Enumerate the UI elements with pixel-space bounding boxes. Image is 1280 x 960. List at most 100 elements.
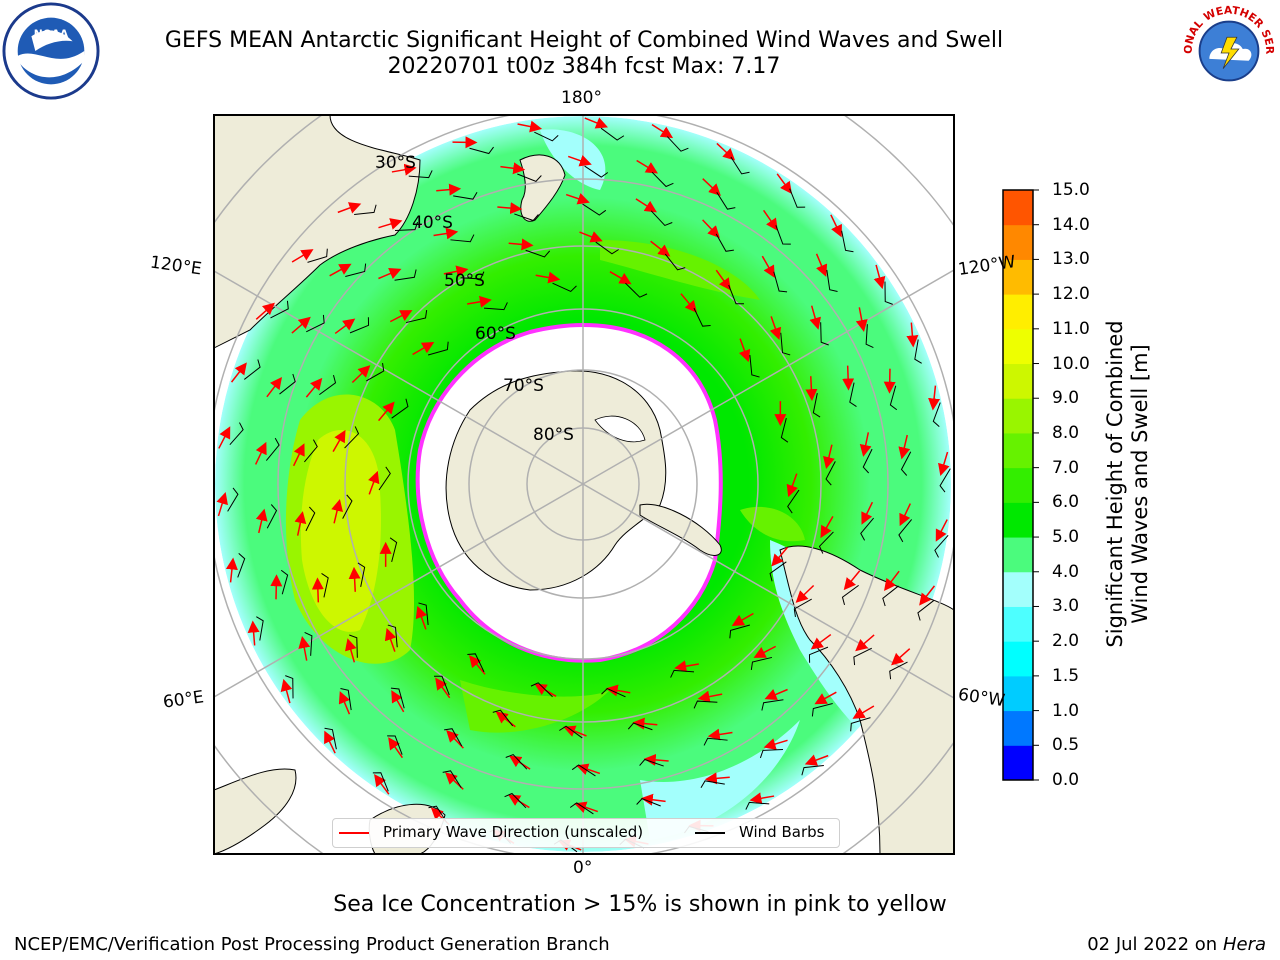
wave-direction-arrow <box>938 451 950 476</box>
wave-direction-arrow <box>771 546 788 567</box>
wave-direction-arrow <box>814 691 837 705</box>
wave-direction-arrow <box>762 209 778 231</box>
wind-barb <box>700 780 725 788</box>
new-zealand-landmass <box>519 154 566 222</box>
footer-right: 02 Jul 2022 on Hera <box>1087 934 1266 955</box>
wind-barb <box>865 324 874 348</box>
wind-barb <box>349 634 358 658</box>
colorbar-segment <box>1003 190 1033 226</box>
wave-direction-arrow <box>761 255 775 278</box>
wave-direction-arrow <box>898 434 911 460</box>
wave-direction-arrow <box>495 711 516 728</box>
colorbar-label: Significant Height of Combined Wind Wave… <box>1103 320 1153 647</box>
wave-direction-arrow <box>567 155 592 167</box>
wave-direction-arrow <box>609 271 632 285</box>
colorbar-tick-label: 0.5 <box>1052 735 1080 756</box>
wind-barb <box>627 722 653 731</box>
wave-direction-arrow <box>469 655 486 675</box>
wave-direction-arrow <box>891 648 911 666</box>
wind-barb <box>860 517 875 541</box>
wave-direction-arrow <box>378 267 402 280</box>
wind-barb <box>340 688 352 711</box>
wind-barb <box>305 506 316 532</box>
wind-barb <box>787 489 800 514</box>
wind-barb <box>625 282 648 298</box>
wind-barb <box>780 332 791 356</box>
wave-direction-arrow <box>859 432 872 457</box>
wave-direction-arrow <box>324 730 336 754</box>
label-70s: 70°S <box>503 376 544 396</box>
wind-barb <box>418 602 429 626</box>
wave-direction-arrow <box>535 271 561 284</box>
wind-barb <box>525 249 551 258</box>
wind-barb <box>306 314 325 333</box>
colorbar-segment <box>1003 398 1033 434</box>
wave-direction-arrow <box>776 173 792 195</box>
wind-barb <box>307 248 328 263</box>
wind-barb <box>889 661 908 680</box>
wave-direction-arrow <box>435 677 451 699</box>
wind-barb <box>256 616 264 641</box>
wave-direction-arrow <box>899 503 912 527</box>
wave-direction-arrow <box>254 441 267 465</box>
wind-barb <box>889 385 898 411</box>
wind-barb <box>280 569 289 595</box>
wave-direction-arrow <box>605 684 631 697</box>
label-40s: 40°S <box>412 213 453 233</box>
wind-barb <box>730 156 750 175</box>
wind-barb <box>693 700 718 709</box>
wind-barb <box>703 737 728 746</box>
wind-barb <box>584 165 609 178</box>
wind-barb <box>492 709 514 727</box>
wave-direction-arrow <box>935 519 948 542</box>
wind-barb <box>303 439 318 463</box>
wind-barb <box>917 600 935 621</box>
wind-barb <box>444 728 463 747</box>
footer-host: Hera <box>1222 934 1266 955</box>
wind-barb <box>666 136 689 152</box>
map-frame <box>213 114 955 855</box>
wind-barb <box>812 393 821 418</box>
colorbar-tick-label: 3.0 <box>1052 596 1080 617</box>
wind-barb <box>900 451 912 476</box>
wind-barb <box>811 703 833 717</box>
wind-barb <box>793 598 812 617</box>
antarctic-peninsula <box>639 503 722 556</box>
wave-direction-arrow <box>738 338 751 363</box>
wind-barb <box>366 363 385 382</box>
wave-direction-arrow <box>640 793 666 806</box>
wave-direction-arrow <box>225 557 238 583</box>
wind-barb <box>450 234 475 243</box>
colorbar <box>1002 189 1039 781</box>
wave-direction-arrow <box>805 376 818 402</box>
wind-barb <box>345 263 367 277</box>
wave-direction-arrow <box>348 566 361 592</box>
wave-direction-arrow <box>517 120 543 133</box>
wind-barb <box>780 418 789 443</box>
wind-barb <box>601 687 626 698</box>
colorbar-segment <box>1003 537 1033 573</box>
wind-barb <box>664 253 686 271</box>
wind-barb <box>391 398 409 419</box>
wave-direction-arrow <box>650 240 671 257</box>
wind-barb <box>408 170 433 179</box>
primary-wave-direction-arrows <box>216 117 951 853</box>
wave-direction-arrow <box>331 498 343 524</box>
colorbar-tick-label: 15.0 <box>1052 180 1090 200</box>
australia-landmass <box>214 115 421 349</box>
wave-direction-arrow <box>707 728 733 741</box>
wave-direction-arrow <box>378 218 403 230</box>
wind-barb <box>600 127 625 141</box>
wind-barb <box>434 675 450 696</box>
wind-barb <box>775 225 791 245</box>
wind-barb <box>932 402 941 427</box>
map-legend: Primary Wave Direction (unscaled) Wind B… <box>332 818 840 848</box>
wind-barb <box>354 204 377 216</box>
wave-direction-arrow <box>255 302 275 320</box>
wind-barb <box>759 749 784 759</box>
wave-direction-arrow <box>291 249 314 263</box>
colorbar-tick-label: 13.0 <box>1052 249 1090 270</box>
wind-barb <box>749 354 760 378</box>
wave-direction-arrow <box>391 690 405 713</box>
wave-direction-arrow <box>749 792 775 805</box>
